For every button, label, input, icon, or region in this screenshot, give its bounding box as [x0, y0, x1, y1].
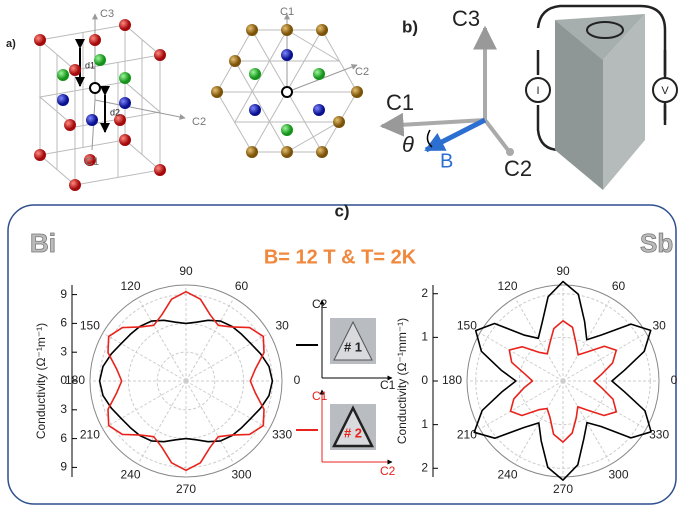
- angle-tick-label: 150: [457, 319, 477, 333]
- angle-tick-label: 300: [231, 468, 251, 482]
- r-tick-label: 2: [421, 460, 428, 474]
- grid-spoke: [479, 332, 564, 382]
- angle-tick-label: 300: [608, 468, 628, 482]
- angle-label: θ: [402, 132, 414, 157]
- angle-tick-label: 90: [556, 264, 570, 278]
- axis-label: C1: [85, 156, 99, 168]
- grid-spoke: [562, 380, 647, 430]
- grid-spoke: [479, 380, 564, 430]
- grid-spoke: [514, 297, 564, 382]
- chart-title: Bi: [30, 228, 56, 258]
- y-axis-label: Conductivity (Ω⁻¹m⁻¹): [34, 323, 48, 439]
- axis-label: C1: [380, 378, 396, 392]
- sample-label: # 2: [344, 425, 362, 440]
- contact-label: I: [536, 85, 539, 97]
- angle-tick-label: 210: [457, 428, 477, 442]
- crystal-cube: [34, 13, 186, 191]
- panel-frame: [7, 204, 677, 505]
- angle-tick-label: 0: [294, 373, 301, 387]
- chart-title: Sb: [640, 228, 673, 258]
- axis-label: C1: [386, 90, 414, 115]
- grid-spoke: [137, 380, 187, 465]
- angle-tick-label: 30: [275, 319, 289, 333]
- series-line: [473, 280, 652, 481]
- r-tick-label: 1: [421, 330, 428, 344]
- axis-label: C2: [504, 156, 532, 181]
- r-tick-label: 2: [421, 286, 428, 300]
- grid-spoke: [102, 380, 187, 430]
- r-tick-label: 0: [60, 373, 67, 387]
- angle-tick-label: 180: [65, 373, 85, 387]
- series-line: [98, 319, 274, 443]
- inset-1: [296, 299, 393, 381]
- crystal-projection: [211, 13, 363, 158]
- angle-tick-label: 120: [120, 279, 140, 293]
- series-line: [508, 320, 618, 443]
- axis-label: C2: [355, 66, 369, 78]
- header: B= 12 T & T= 2K: [264, 246, 417, 268]
- angle-tick-label: 330: [649, 428, 669, 442]
- angle-tick-label: 0: [671, 373, 678, 387]
- grid-spoke: [185, 380, 270, 430]
- r-tick-label: 6: [60, 431, 67, 445]
- panel-label: b): [402, 17, 418, 36]
- r-tick-label: 3: [60, 402, 67, 416]
- inset-2: [296, 389, 393, 465]
- axis-label: C3: [100, 8, 114, 20]
- series-line: [107, 290, 265, 472]
- r-tick-label: 0: [421, 373, 428, 387]
- axis-label: C2: [192, 116, 206, 128]
- axis-label: C2: [380, 464, 396, 478]
- grid-ring: [156, 351, 216, 411]
- contact-label: V: [661, 85, 669, 97]
- angle-tick-label: 120: [497, 279, 517, 293]
- grid-ring: [518, 336, 608, 426]
- angle-tick-label: 60: [612, 279, 626, 293]
- r-tick-label: 3: [60, 344, 67, 358]
- spacing-label: d1: [85, 60, 95, 70]
- r-tick-label: 1: [421, 417, 428, 431]
- field-label: B: [440, 150, 453, 172]
- sample-label: # 1: [344, 339, 362, 354]
- panel-label: a): [6, 38, 16, 50]
- axis-label: C1: [280, 6, 294, 18]
- grid-spoke: [185, 297, 235, 382]
- angle-tick-label: 90: [179, 264, 193, 278]
- grid-spoke: [137, 297, 187, 382]
- axis-label: C3: [452, 6, 480, 31]
- angle-tick-label: 180: [442, 373, 462, 387]
- grid-spoke: [185, 380, 235, 465]
- grid-spoke: [102, 332, 187, 382]
- panel-label: c): [334, 201, 349, 220]
- axis-label: C1: [312, 389, 328, 403]
- r-tick-label: 9: [60, 460, 67, 474]
- angle-tick-label: 240: [120, 468, 140, 482]
- angle-tick-label: 270: [176, 482, 196, 496]
- grid-spoke: [185, 332, 270, 382]
- angle-tick-label: 60: [235, 279, 249, 293]
- grid-spoke: [562, 332, 647, 382]
- angle-tick-label: 30: [652, 319, 666, 333]
- r-tick-label: 6: [60, 316, 67, 330]
- angle-tick-label: 240: [497, 468, 517, 482]
- y-axis-label: Conductivity (Ω⁻¹mm⁻¹): [395, 318, 409, 444]
- angle-tick-label: 270: [553, 482, 573, 496]
- r-tick-label: 9: [60, 287, 67, 301]
- axis-label: C2: [312, 297, 328, 311]
- axes-diagram: [379, 25, 514, 156]
- angle-tick-label: 210: [80, 428, 100, 442]
- angle-tick-label: 330: [272, 428, 292, 442]
- prism: [525, 4, 678, 190]
- spacing-label: d2: [110, 107, 120, 117]
- angle-tick-label: 150: [80, 319, 100, 333]
